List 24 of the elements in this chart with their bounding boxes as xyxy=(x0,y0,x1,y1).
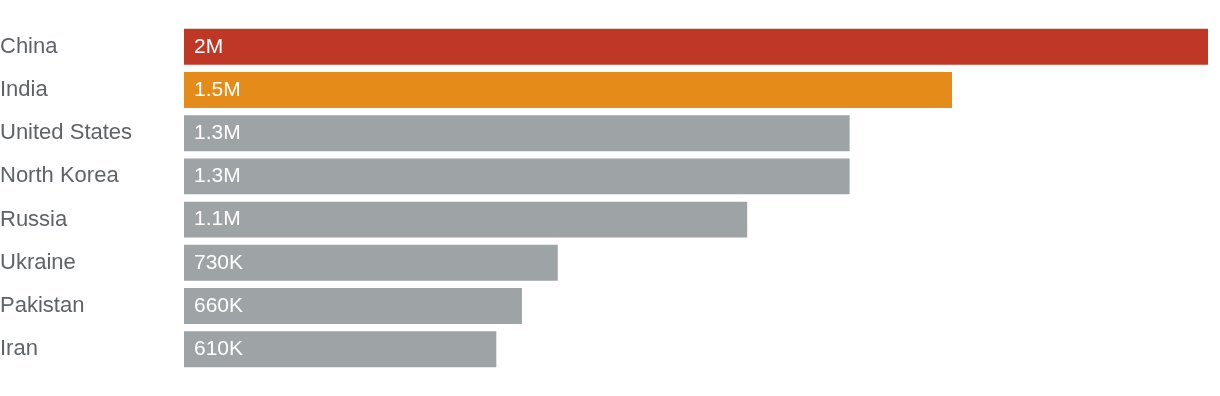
data-label: 660K xyxy=(194,292,244,316)
data-label: 2M xyxy=(194,33,224,57)
y-tick-label: China xyxy=(0,32,59,58)
y-tick-label: Ukraine xyxy=(0,248,76,274)
bar xyxy=(184,72,952,108)
data-label: 1.3M xyxy=(194,120,241,143)
y-tick-label: Russia xyxy=(0,205,69,231)
y-tick-label: India xyxy=(0,76,49,102)
y-tick-label: North Korea xyxy=(0,162,120,188)
data-label: 1.5M xyxy=(194,76,241,100)
data-label: 730K xyxy=(194,249,244,273)
bar xyxy=(184,158,850,195)
data-label: 1.3M xyxy=(194,163,241,187)
y-tick-label: Iran xyxy=(0,335,38,361)
bar xyxy=(184,331,497,368)
bar xyxy=(184,201,748,238)
bar xyxy=(184,288,522,324)
y-tick-label: Pakistan xyxy=(0,292,85,318)
bar xyxy=(184,244,558,281)
y-tick-label: United States xyxy=(0,119,133,145)
data-label: 1.1M xyxy=(194,206,241,230)
data-label: 610K xyxy=(194,336,244,359)
bar xyxy=(184,28,1208,65)
bar xyxy=(184,115,850,152)
